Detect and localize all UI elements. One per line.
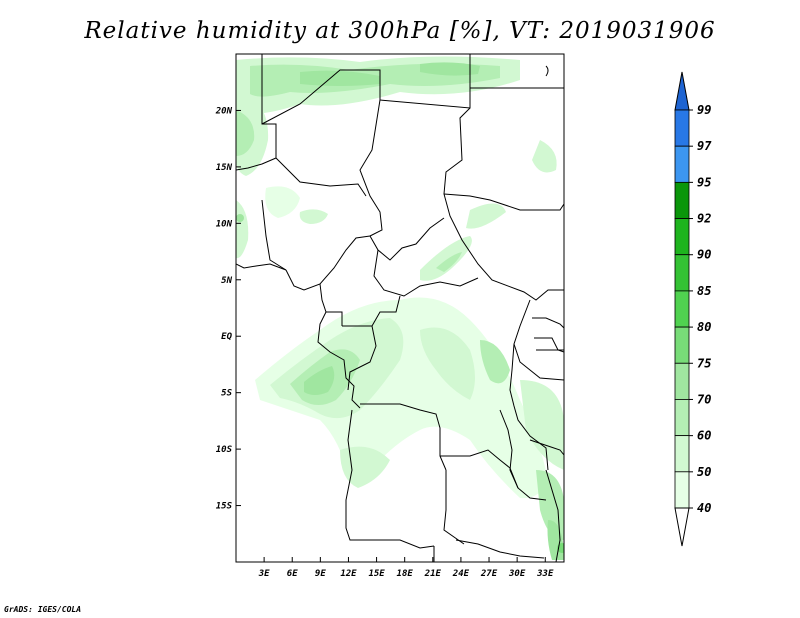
colorbar-top-triangle	[674, 71, 690, 111]
colorbar-label: 97	[697, 139, 712, 153]
colorbar-label: 60	[697, 429, 711, 443]
colorbar-label: 99	[697, 103, 711, 117]
lon-tick-label: 9E	[315, 569, 326, 579]
colorbar-label: 85	[697, 284, 711, 298]
grads-credit: GrADS: IGES/COLA	[4, 605, 82, 614]
lon-tick-label: 3E	[258, 569, 270, 579]
lat-tick-label: 5S	[221, 389, 232, 399]
colorbar-segment	[674, 254, 690, 292]
lon-tick-label: 18E	[397, 569, 414, 579]
colorbar: 99 97 95 92 90 85 80 75 70 60 50 40	[674, 71, 712, 547]
lat-tick-label: 10N	[216, 219, 233, 229]
colorbar-label: 92	[697, 212, 711, 226]
colorbar-bottom-triangle	[674, 507, 690, 547]
colorbar-label: 70	[697, 392, 711, 406]
colorbar-segment	[674, 181, 690, 219]
lon-tick-label: 33E	[536, 569, 554, 579]
colorbar-segment	[674, 109, 690, 147]
lon-tick-label: 24E	[452, 569, 470, 579]
lat-tick-label: 15N	[216, 163, 233, 173]
colorbar-label: 75	[697, 356, 711, 370]
colorbar-segment	[674, 290, 690, 328]
lat-tick-label: 15S	[216, 502, 233, 512]
colorbar-label: 50	[697, 465, 711, 479]
lat-tick-label: 10S	[216, 445, 233, 455]
colorbar-segment	[674, 145, 690, 183]
lon-tick-label: 12E	[340, 569, 357, 579]
country-borders	[236, 54, 564, 562]
humidity-shading	[236, 56, 564, 560]
colorbar-label: 40	[697, 501, 711, 515]
colorbar-label: 90	[697, 248, 711, 262]
colorbar-label: 80	[697, 320, 711, 334]
colorbar-segment	[674, 326, 690, 364]
colorbar-label: 95	[697, 175, 711, 189]
colorbar-segment	[674, 362, 690, 400]
longitude-axis: 3E 6E 9E 12E 15E 18E 21E 24E 27E 30E 33E	[258, 557, 554, 579]
colorbar-segment	[674, 471, 690, 509]
lon-tick-label: 21E	[424, 569, 442, 579]
lat-tick-label: 20N	[215, 106, 233, 116]
lat-tick-label: EQ	[221, 332, 232, 342]
lon-tick-label: 27E	[480, 569, 498, 579]
map-title: Relative humidity at 300hPa [%], VT: 201…	[84, 18, 716, 44]
latitude-axis: 20N 15N 10N 5N EQ 5S 10S 15S	[215, 106, 241, 512]
colorbar-segment	[674, 399, 690, 437]
lon-tick-label: 6E	[287, 569, 298, 579]
map-frame	[235, 53, 565, 563]
colorbar-segment	[674, 218, 690, 256]
lon-tick-label: 30E	[508, 569, 526, 579]
colorbar-segment	[674, 435, 690, 473]
lat-tick-label: 5N	[221, 276, 232, 286]
lon-tick-label: 15E	[368, 569, 385, 579]
